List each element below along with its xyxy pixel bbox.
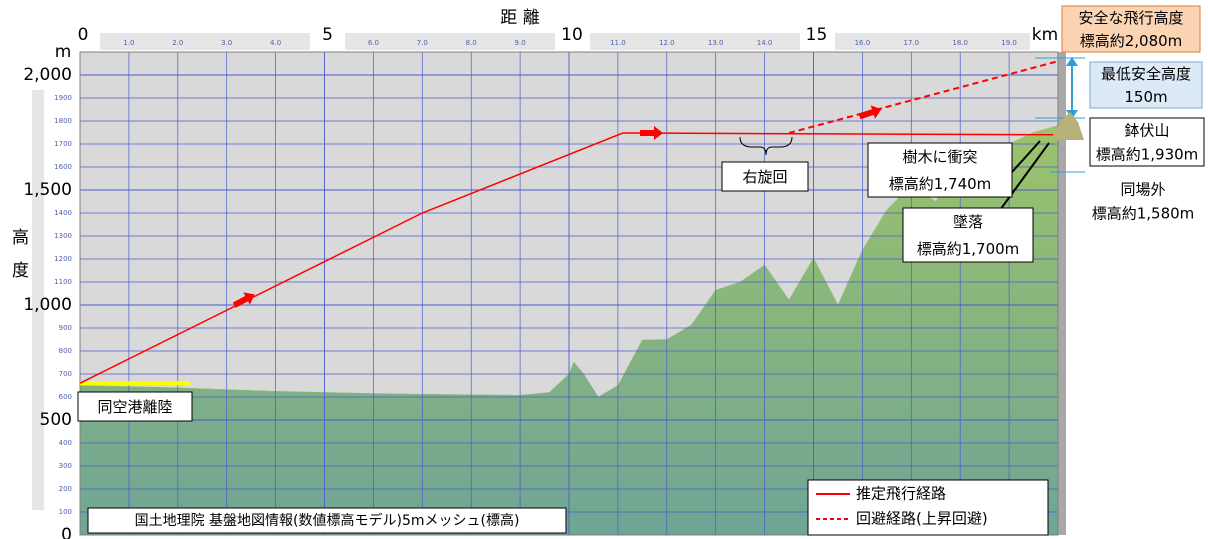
y-minor-tick-label: 1100 — [54, 278, 72, 286]
annotation-box — [1089, 117, 1205, 167]
y-minor-tick-label: 1300 — [54, 232, 72, 240]
x-minor-tick-label: 9.0 — [515, 39, 526, 47]
annotation-box — [77, 391, 193, 422]
legend-label: 推定飛行経路 — [856, 485, 946, 503]
x-tick-label: 0 — [78, 25, 89, 45]
y-minor-tick-label: 600 — [59, 393, 72, 401]
direction-arrow — [858, 105, 882, 120]
y-minor-tick-label: 1700 — [54, 140, 72, 148]
axis-band — [590, 33, 800, 50]
y-minor-tick-label: 800 — [59, 347, 72, 355]
peak — [1050, 112, 1084, 140]
annotation-text: 墜落 — [953, 213, 983, 231]
y-minor-tick-label: 1900 — [54, 94, 72, 102]
y-axis-title: 高度 — [8, 228, 29, 294]
x-minor-tick-label: 14.0 — [757, 39, 773, 47]
x-minor-tick-label: 3.0 — [221, 39, 232, 47]
pointer — [999, 142, 1050, 211]
y-tick-label: 1,000 — [23, 295, 72, 315]
annotation-text: 安全な飛行高度 — [1078, 9, 1183, 27]
x-unit: km — [1032, 25, 1058, 45]
x-minor-tick-label: 12.0 — [659, 39, 675, 47]
annotation-text: 標高約1,580m — [1092, 205, 1195, 223]
annotation-text: 150m — [1124, 88, 1167, 106]
pointer — [1011, 140, 1041, 173]
y-minor-tick-label: 900 — [59, 324, 72, 332]
y-minor-tick-label: 400 — [59, 439, 72, 447]
y-minor-tick-label: 300 — [59, 462, 72, 470]
x-minor-tick-label: 4.0 — [270, 39, 281, 47]
x-minor-tick-label: 11.0 — [610, 39, 626, 47]
x-minor-tick-label: 16.0 — [855, 39, 871, 47]
source-box — [87, 507, 567, 534]
x-minor-tick-label: 6.0 — [368, 39, 379, 47]
y-minor-tick-label: 700 — [59, 370, 72, 378]
y-minor-tick-label: 200 — [59, 485, 72, 493]
annotation-text: 標高約1,930m — [1096, 146, 1199, 164]
y-tick-label: 2,000 — [23, 65, 72, 85]
x-minor-tick-label: 8.0 — [466, 39, 477, 47]
x-minor-tick-label: 17.0 — [904, 39, 920, 47]
annotation-box — [902, 207, 1034, 263]
axis-band — [100, 33, 310, 50]
source-text: 国土地理院 基盤地図情報(数値標高モデル)5mメッシュ(標高) — [135, 512, 520, 529]
y-unit: m — [55, 42, 72, 62]
legend-label: 回避経路(上昇回避) — [856, 510, 988, 528]
legend-box — [807, 479, 1049, 536]
annotation-text: 標高約1,700m — [917, 240, 1020, 258]
plot-area — [79, 51, 1059, 536]
y-minor-tick-label: 1200 — [54, 255, 72, 263]
plot-border — [79, 51, 1059, 536]
annotation-text: 標高約1,740m — [889, 175, 992, 193]
annotation-text: 標高約2,080m — [1080, 32, 1183, 50]
y-minor-tick-label: 1600 — [54, 163, 72, 171]
side-band — [1058, 52, 1066, 535]
direction-arrow — [640, 126, 663, 140]
brace — [739, 136, 793, 156]
annotation-text: 同場外 — [1120, 181, 1165, 199]
y-tick-label: 0 — [61, 525, 72, 539]
x-axis-title: 距 離 — [500, 8, 539, 28]
avoidance-path — [788, 60, 1059, 134]
x-tick-label: 5 — [322, 25, 333, 45]
x-minor-tick-label: 7.0 — [417, 39, 428, 47]
x-minor-tick-label: 1.0 — [123, 39, 134, 47]
y-tick-label: 1,500 — [23, 180, 72, 200]
annotation-text: 樹木に衝突 — [902, 148, 977, 166]
arrow-head — [1066, 57, 1078, 66]
annotation-text: 鉢伏山 — [1124, 122, 1169, 140]
y-minor-tick-label: 100 — [59, 508, 72, 516]
x-minor-tick-label: 19.0 — [1001, 39, 1017, 47]
y-minor-tick-label: 1800 — [54, 117, 72, 125]
x-tick-label: 15 — [806, 25, 828, 45]
annotation-text: 右旋回 — [742, 168, 787, 186]
annotation-box — [721, 161, 809, 192]
annotation-text: 同空港離陸 — [97, 398, 172, 416]
annotation-box — [1082, 177, 1204, 225]
takeoff-strip — [80, 381, 190, 386]
x-minor-tick-label: 2.0 — [172, 39, 183, 47]
x-minor-tick-label: 13.0 — [708, 39, 724, 47]
annotation-box — [1061, 5, 1201, 53]
y-tick-label: 500 — [40, 410, 72, 430]
axis-band — [835, 33, 1030, 50]
axis-band — [32, 90, 44, 510]
x-tick-label: 10 — [561, 25, 583, 45]
direction-arrow — [232, 292, 255, 308]
axis-band — [345, 33, 555, 50]
annotation-box — [1089, 61, 1203, 109]
annotation-text: 最低安全高度 — [1101, 65, 1191, 83]
y-minor-tick-label: 1400 — [54, 209, 72, 217]
annotation-box — [867, 142, 1013, 198]
x-minor-tick-label: 18.0 — [952, 39, 968, 47]
